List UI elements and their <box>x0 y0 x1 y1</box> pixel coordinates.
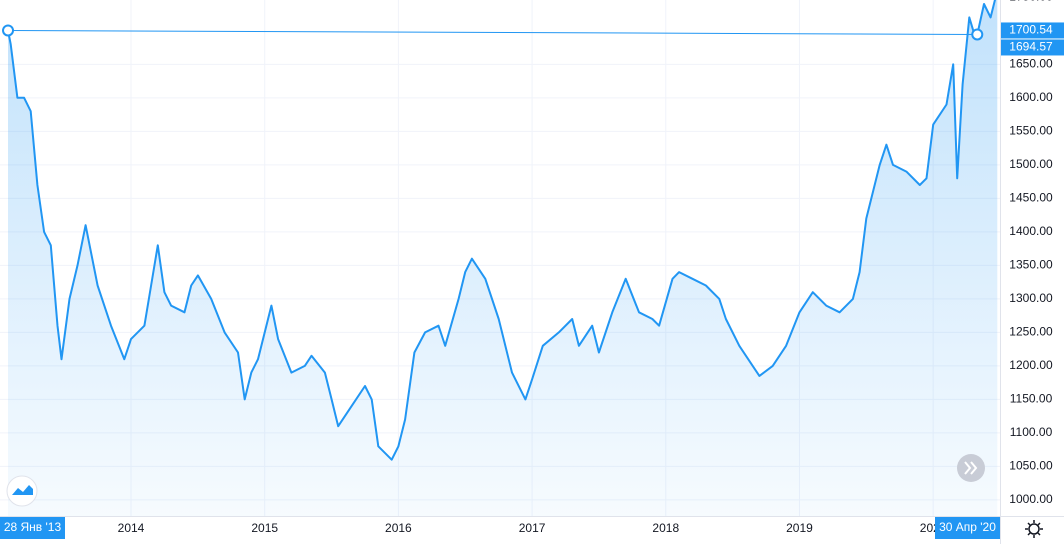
marker-point <box>971 28 984 41</box>
price-label: 1700.54 <box>1009 23 1053 37</box>
y-tick-label: 1400.00 <box>1009 224 1053 238</box>
price-line <box>7 0 996 461</box>
x-tick-label: 2014 <box>118 521 145 535</box>
x-tick-label: 2019 <box>786 521 813 535</box>
y-tick-label: 1150.00 <box>1010 392 1053 406</box>
y-tick-label: 1300.00 <box>1009 291 1053 305</box>
y-tick-label: 1100.00 <box>1010 425 1053 439</box>
date-label-bg <box>935 517 1000 539</box>
y-tick-label: 1450.00 <box>1009 191 1053 205</box>
x-tick-label: 2017 <box>519 521 546 535</box>
price-label-bg <box>1001 22 1064 39</box>
compare-button[interactable] <box>6 475 38 507</box>
x-tick-label: 2018 <box>652 521 679 535</box>
y-tick-label: 1200.00 <box>1009 358 1053 372</box>
price-label: 1694.57 <box>1009 40 1053 54</box>
price-label-bg <box>1001 39 1064 56</box>
y-tick-label: 1600.00 <box>1009 90 1053 104</box>
x-tick-label: 2015 <box>251 521 278 535</box>
y-tick-label: 1250.00 <box>1009 325 1053 339</box>
y-tick-label: 1500.00 <box>1009 157 1053 171</box>
area <box>8 0 998 516</box>
date-label-bg <box>0 517 65 539</box>
y-tick-label: 1550.00 <box>1009 124 1053 138</box>
y-tick-label: 1050.00 <box>1009 459 1053 473</box>
measure-line <box>8 29 978 35</box>
date-label: 28 Янв '13 <box>4 520 62 534</box>
scroll-right-button[interactable] <box>957 454 985 482</box>
y-tick-label: 1650.00 <box>1009 57 1053 71</box>
y-tick-label: 1350.00 <box>1009 258 1053 272</box>
x-tick-label: 2016 <box>385 521 412 535</box>
y-tick-label: 1000.00 <box>1009 492 1053 506</box>
settings-button[interactable] <box>1025 520 1043 538</box>
marker-point <box>2 24 15 37</box>
y-tick-label: 1750.00 <box>1009 0 1053 3</box>
date-label: 30 Апр '20 <box>939 520 996 534</box>
